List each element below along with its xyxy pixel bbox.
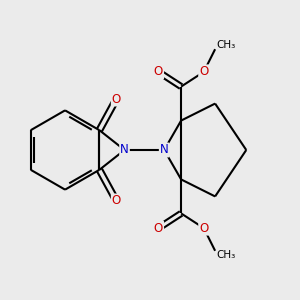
Text: CH₃: CH₃ bbox=[217, 40, 236, 50]
Text: O: O bbox=[112, 194, 121, 208]
Text: O: O bbox=[199, 222, 208, 235]
Text: N: N bbox=[120, 143, 129, 157]
Text: O: O bbox=[112, 92, 121, 106]
Text: O: O bbox=[154, 222, 163, 235]
Text: O: O bbox=[154, 65, 163, 78]
Text: N: N bbox=[160, 143, 169, 157]
Text: O: O bbox=[199, 65, 208, 78]
Text: CH₃: CH₃ bbox=[217, 250, 236, 260]
